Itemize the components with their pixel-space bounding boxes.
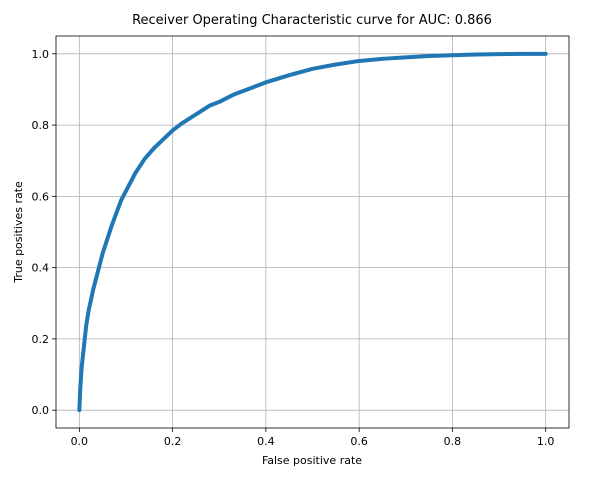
plot-frame [55, 35, 570, 429]
y-tick-label: 0.4 [32, 262, 50, 275]
y-tick-label: 0.8 [32, 119, 50, 132]
y-tick-label: 1.0 [32, 48, 50, 61]
y-tick-label: 0.0 [32, 404, 50, 417]
roc-series [77, 51, 548, 413]
x-tick-label: 0.8 [444, 435, 462, 448]
y-axis-label: True positives rate [12, 181, 25, 284]
y-tick-label: 0.2 [32, 333, 50, 346]
x-axis-label: False positive rate [262, 454, 362, 467]
x-tick-label: 0.6 [350, 435, 368, 448]
x-axis-ticks: 0.0 0.2 0.4 0.6 0.8 1.0 [71, 428, 555, 448]
roc-curve-line [77, 51, 548, 413]
x-tick-label: 0.2 [164, 435, 182, 448]
x-tick-label: 0.0 [71, 435, 89, 448]
y-tick-label: 0.6 [32, 190, 50, 203]
x-gridlines [78, 36, 547, 428]
y-gridlines [56, 53, 569, 411]
x-tick-label: 1.0 [537, 435, 555, 448]
y-axis-ticks: 0.0 0.2 0.4 0.6 0.8 1.0 [32, 48, 56, 417]
x-tick-label: 0.4 [257, 435, 275, 448]
chart-title: Receiver Operating Characteristic curve … [132, 13, 492, 28]
